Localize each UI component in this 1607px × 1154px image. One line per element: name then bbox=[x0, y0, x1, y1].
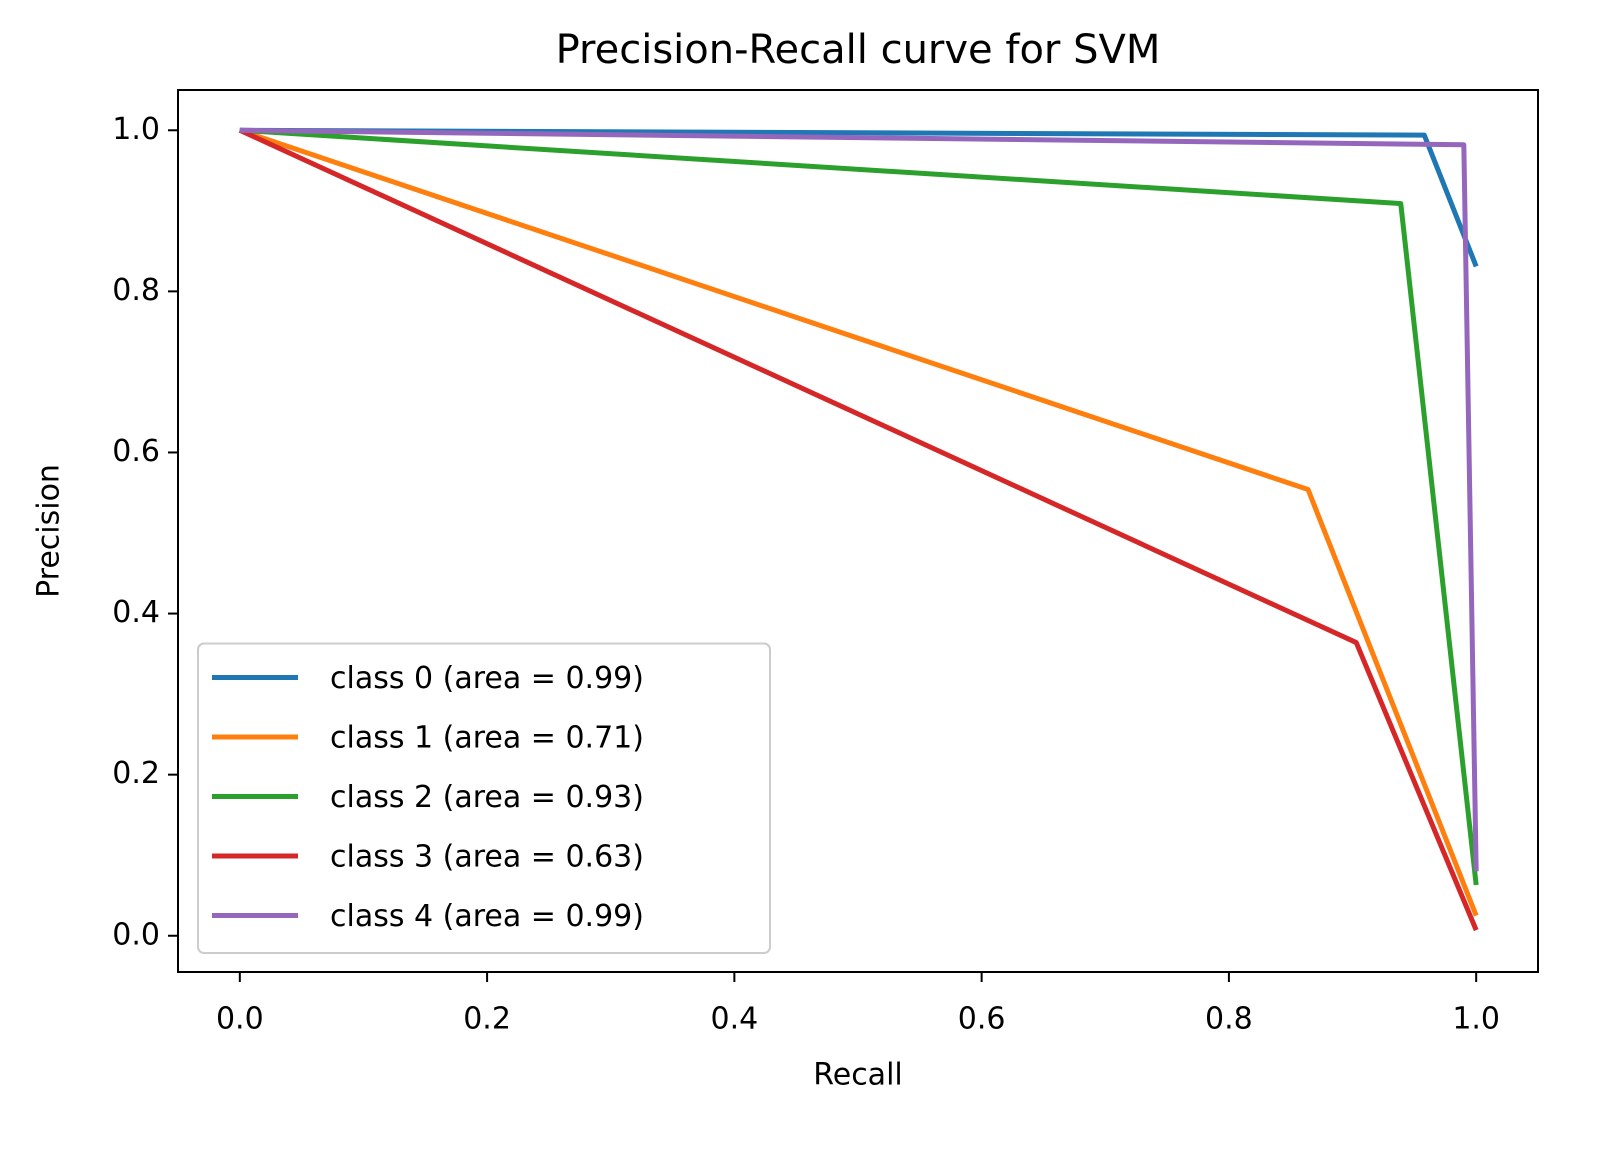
x-tick-label: 0.0 bbox=[216, 1002, 264, 1037]
y-tick-label: 0.4 bbox=[112, 595, 160, 630]
x-tick-label: 1.0 bbox=[1452, 1002, 1500, 1037]
legend-label: class 0 (area = 0.99) bbox=[330, 661, 644, 696]
y-tick-label: 0.0 bbox=[112, 917, 160, 952]
legend-label: class 2 (area = 0.93) bbox=[330, 780, 644, 815]
legend-label: class 1 (area = 0.71) bbox=[330, 721, 644, 756]
y-tick-label: 0.6 bbox=[112, 434, 160, 469]
series-line bbox=[239, 127, 1479, 917]
x-tick-label: 0.8 bbox=[1205, 1002, 1253, 1037]
series-line bbox=[239, 127, 1479, 268]
x-tick-label: 0.2 bbox=[463, 1002, 511, 1037]
y-tick-label: 0.8 bbox=[112, 273, 160, 308]
y-axis-label: Precision bbox=[32, 464, 67, 598]
x-tick-label: 0.4 bbox=[711, 1002, 759, 1037]
y-tick-label: 0.2 bbox=[112, 756, 160, 791]
series-line bbox=[238, 128, 1479, 932]
x-tick-label: 0.6 bbox=[958, 1002, 1006, 1037]
legend-box bbox=[197, 642, 771, 954]
chart-title: Precision-Recall curve for SVM bbox=[556, 27, 1161, 73]
legend-label: class 4 (area = 0.99) bbox=[330, 899, 644, 934]
plot-frame bbox=[177, 89, 1539, 973]
x-axis-label: Recall bbox=[813, 1058, 903, 1093]
y-tick-label: 1.0 bbox=[112, 112, 160, 147]
series-line bbox=[239, 127, 1479, 872]
legend-label: class 3 (area = 0.63) bbox=[330, 840, 644, 875]
series-line bbox=[239, 127, 1479, 886]
